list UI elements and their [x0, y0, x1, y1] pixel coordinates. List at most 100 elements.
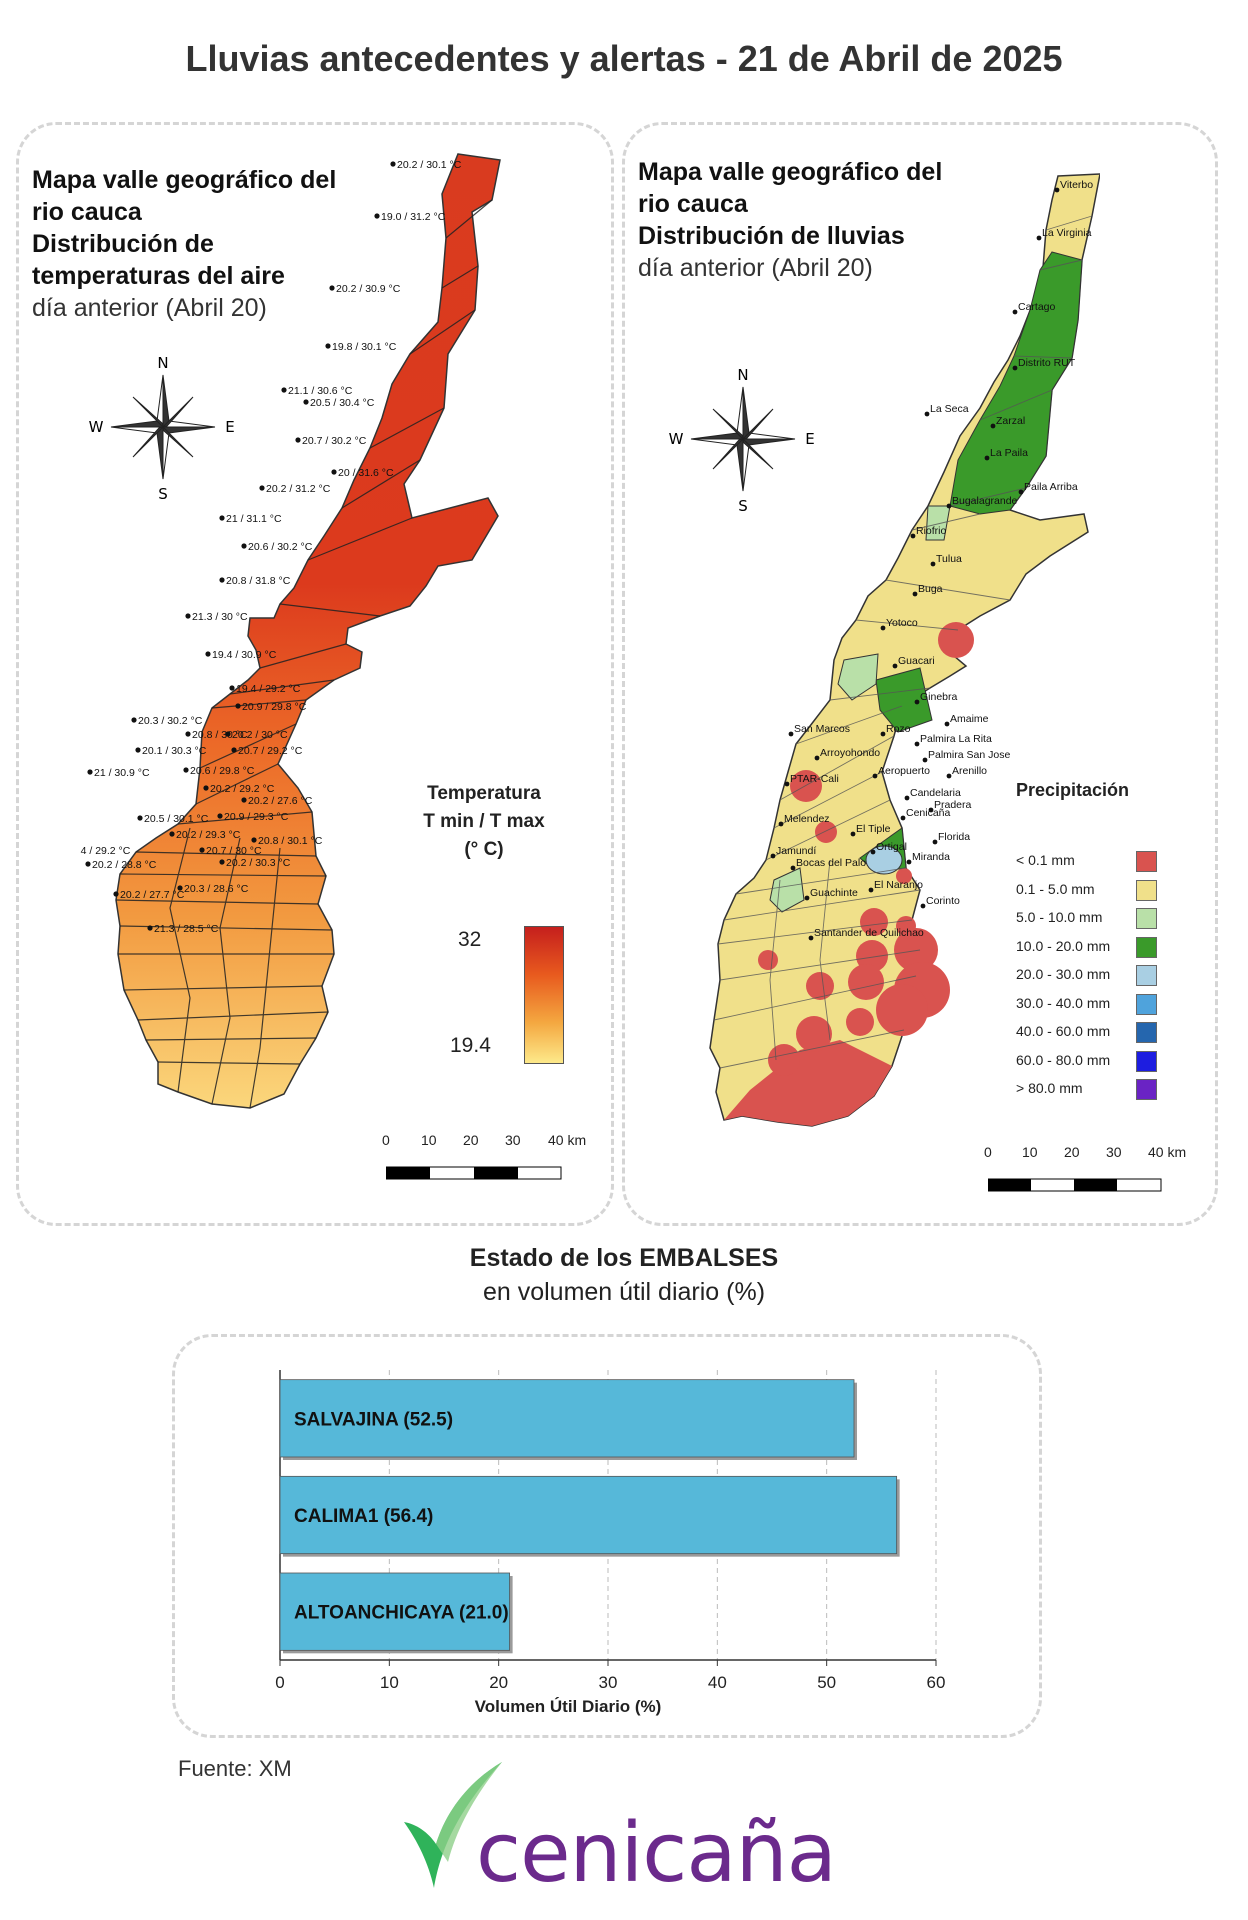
green-north-zone [949, 251, 1083, 515]
scale-label: 30 [505, 1132, 521, 1148]
temperature-panel [16, 122, 614, 1226]
place-dot [904, 795, 910, 801]
station-dot [203, 785, 209, 791]
precipitation-legend-title: Precipitación [1016, 780, 1130, 800]
scale-label: 20 [463, 1132, 479, 1148]
temperature-map: 20.2 / 30.1 °C 19.0 / 31.2 °C 20.2 / 30.9 … [80, 153, 501, 1109]
place-dot [920, 903, 926, 909]
place-label: Riofrio [916, 525, 947, 537]
place-label: Distrito RUT [1018, 357, 1076, 369]
station-dot [231, 747, 237, 753]
legend-swatch [1136, 965, 1157, 986]
legend-title-line: T min / T max [423, 811, 545, 832]
place-dot [892, 663, 898, 669]
station-label: 21.3 / 28.5 °C [154, 923, 219, 935]
station-label: 21.4 / 29.2 °C [80, 845, 131, 857]
scale-label: 20 [1064, 1144, 1080, 1160]
bar-label: CALIMA1 (56.4) [294, 1506, 433, 1527]
legend-label: > 80.0 mm [1016, 1080, 1083, 1096]
place-label: Amaime [950, 713, 989, 725]
place-dot [922, 757, 928, 763]
place-dot [880, 731, 886, 737]
valley-outline [115, 153, 501, 1109]
title-line: Mapa valle geográfico del [32, 166, 337, 194]
station-dot [205, 651, 211, 657]
compass-e: E [225, 418, 234, 436]
scale-label: 10 [1022, 1144, 1038, 1160]
place-dot [814, 755, 820, 761]
station-dot [331, 469, 337, 475]
compass-rose-icon: N S E W [89, 354, 235, 502]
place-label: La Virginia [1042, 227, 1092, 239]
place-dot [1054, 187, 1060, 193]
place-dot [944, 721, 950, 727]
place-label: Zarzal [996, 415, 1025, 427]
place-label: Palmira San Jose [928, 749, 1010, 761]
temperature-color-ramp [524, 926, 564, 1064]
legend-label: 0.1 - 5.0 mm [1016, 880, 1095, 897]
reservoirs-bar-chart: 0 10 20 30 40 50 60 SALVAJINA (52.5) CALIMA1 (56… [275, 1370, 946, 1716]
scale-label: 0 [984, 1144, 992, 1160]
bar [279, 1475, 898, 1555]
station-label: 20.2 / 30.1 °C [397, 159, 462, 171]
place-label: Buga [918, 583, 943, 595]
place-dot [1036, 235, 1042, 241]
place-label: Jamundí [776, 845, 816, 857]
place-label: Melendez [784, 813, 830, 825]
title-line: rio cauca [638, 190, 748, 218]
place-label: Cartago [1018, 301, 1056, 313]
place-dot [1012, 365, 1018, 371]
reservoirs-title: Estado de los EMBALSES [469, 1244, 779, 1272]
scale-label: 40 km [1148, 1144, 1187, 1160]
place-dot [770, 853, 776, 859]
place-label: Palmira La Rita [920, 733, 992, 745]
station-label: 20.1 / 30.3 °C [142, 745, 207, 757]
place-label: El Tiple [856, 823, 891, 835]
place-label: Cenicaña [906, 807, 951, 819]
place-label: Rozo [886, 723, 911, 735]
station-dot [199, 847, 205, 853]
station-label: 20.5 / 30.4 °C [310, 397, 375, 409]
temperature-legend-title: Temperatura T min / T max (° C) [404, 780, 564, 864]
x-axis-label: Volumen Útil Diario (%) [475, 1697, 662, 1716]
x-tick-label: 50 [817, 1673, 836, 1692]
station-dot [137, 815, 143, 821]
station-label: 20.3 / 28.6 °C [184, 883, 249, 895]
place-dot [880, 625, 886, 631]
rainfall-panel-title: Mapa valle geográfico del rio cauca Dist… [638, 156, 942, 284]
place-label: Guacari [898, 655, 935, 667]
station-label: 20.2 / 30 °C [232, 729, 288, 741]
station-dot [295, 437, 301, 443]
place-label: Yotoco [886, 617, 918, 629]
legend-swatch [1136, 879, 1157, 901]
bar-label: ALTOANCHICAYA (21.0) [294, 1603, 509, 1624]
x-tick-label: 10 [380, 1673, 399, 1692]
place-dot [924, 411, 930, 417]
place-label: Arenillo [952, 765, 987, 777]
legend-swatch [1136, 1079, 1157, 1100]
place-label: Florida [938, 831, 970, 843]
rainfall-map: Viterbo La Virginia Cartago Distrito RUT La … [709, 173, 1100, 1127]
station-dot [229, 685, 235, 691]
temperature-panel-title: Mapa valle geográfico del rio cauca Dist… [32, 164, 336, 324]
legend-swatch [1136, 851, 1157, 872]
station-label: 19.4 / 30.9 °C [212, 649, 277, 661]
place-dot [990, 423, 996, 429]
station-dot [390, 161, 396, 167]
legend-swatch [1136, 936, 1157, 958]
legend-label: 60.0 - 80.0 mm [1016, 1051, 1111, 1068]
station-label: 20.2 / 27.7 °C [120, 889, 185, 901]
station-dot [219, 859, 225, 865]
place-label: Bocas del Palo [796, 857, 866, 869]
place-label: Pradera [934, 799, 972, 811]
cenicana-leaf-logo-icon [404, 1762, 502, 1888]
station-label: 20.2 / 30.3 °C [226, 857, 291, 869]
legend-label: < 0.1 mm [1016, 852, 1075, 868]
compass-n: N [737, 366, 748, 384]
station-dot [219, 577, 225, 583]
place-dot [906, 859, 912, 865]
place-label: Paila Arriba [1024, 481, 1078, 493]
x-tick-label: 60 [927, 1673, 946, 1692]
legend-label: 40.0 - 60.0 mm [1016, 1023, 1111, 1039]
place-label: Candelaria [910, 787, 961, 799]
